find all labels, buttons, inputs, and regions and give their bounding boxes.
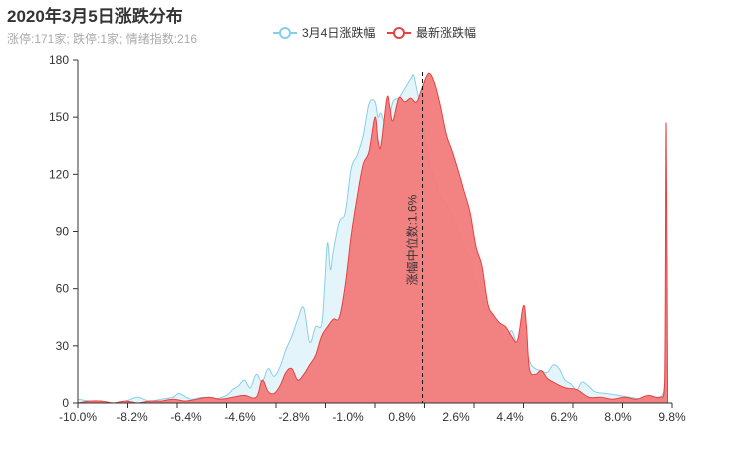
x-tick-label: -1.0%	[332, 410, 364, 424]
x-tick-label: -8.2%	[116, 410, 148, 424]
legend-item[interactable]: 最新涨跌幅	[387, 25, 476, 40]
legend-circle-icon	[279, 27, 291, 39]
legend[interactable]: 3月4日涨跌幅 最新涨跌幅	[273, 25, 476, 40]
y-tick-label: 150	[49, 110, 69, 124]
x-tick-label: -6.4%	[170, 410, 202, 424]
y-tick-label: 0	[62, 396, 69, 410]
x-tick-label: 9.8%	[658, 410, 686, 424]
x-tick-label: 0.8%	[388, 410, 416, 424]
series-latest-area	[78, 73, 668, 403]
x-tick-label: -2.8%	[278, 410, 310, 424]
x-tick-label: 4.4%	[496, 410, 524, 424]
chart-subtitle: 涨停:171家; 跌停:1家; 情绪指数:216	[7, 32, 198, 46]
x-tick-label: 8.0%	[604, 410, 632, 424]
median-label: 涨幅中位数:1.6%	[405, 194, 420, 285]
x-tick-label: -10.0%	[59, 410, 97, 424]
x-tick-label: 2.6%	[442, 410, 470, 424]
legend-circle-icon	[393, 27, 405, 39]
y-tick-label: 60	[56, 282, 70, 296]
median-markline: 涨幅中位数:1.6%	[405, 72, 424, 403]
chart-title: 2020年3月5日涨跌分布	[7, 7, 183, 26]
y-tick-label: 120	[49, 167, 69, 181]
y-tick-label: 90	[56, 225, 70, 239]
y-tick-label: 180	[49, 53, 69, 67]
series-latest-line	[77, 72, 669, 404]
legend-item[interactable]: 3月4日涨跌幅	[273, 25, 375, 40]
x-tick-label: -4.6%	[224, 410, 256, 424]
axes: 0 30 60 90 120 150 180 -10.0% -8.2% -6.4% -4.6% -2.…	[49, 53, 686, 424]
x-tick-label: 6.2%	[550, 410, 578, 424]
y-tick-label: 30	[56, 339, 70, 353]
legend-label: 最新涨跌幅	[416, 25, 476, 40]
legend-label: 3月4日涨跌幅	[302, 25, 375, 40]
series-areas	[77, 72, 669, 404]
